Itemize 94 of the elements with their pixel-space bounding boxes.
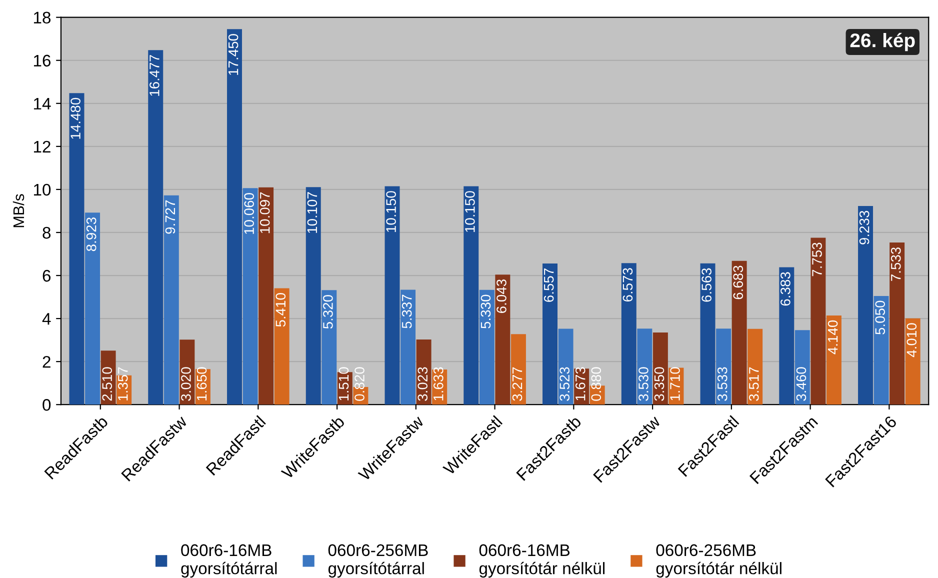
bar <box>464 186 479 405</box>
y-tick-label: 18 <box>34 12 51 24</box>
y-tick-label: 2 <box>42 356 50 368</box>
data-label: 6.683 <box>733 266 744 300</box>
data-label: 4.010 <box>906 323 917 358</box>
data-label: 10.097 <box>260 192 270 234</box>
bar <box>400 290 416 405</box>
data-label: 17.450 <box>228 34 238 75</box>
data-label: 14.480 <box>70 98 80 139</box>
bar <box>732 260 747 405</box>
y-tick-label: 10 <box>34 184 51 196</box>
bar <box>322 290 337 405</box>
y-tick-label: 6 <box>42 270 51 282</box>
bar <box>748 328 763 405</box>
bar <box>637 328 652 405</box>
data-label: 8.923 <box>86 218 96 252</box>
bar <box>905 318 920 405</box>
bar <box>621 263 636 405</box>
bar <box>242 188 258 405</box>
data-label: 5.410 <box>276 293 286 327</box>
data-label: 3.460 <box>796 367 806 401</box>
bar <box>542 264 558 405</box>
data-label: 7.533 <box>890 247 901 281</box>
data-label: 1.673 <box>575 367 586 400</box>
data-label: 5.330 <box>480 294 491 328</box>
bar <box>306 187 321 405</box>
bar <box>274 288 290 405</box>
y-tick-label: 14 <box>34 98 51 110</box>
legend-label: 060r6-256MB gyorsítótárral <box>328 544 428 578</box>
data-label: 1.633 <box>433 367 444 400</box>
bar <box>716 328 732 405</box>
data-label: 5.320 <box>323 294 333 329</box>
data-label: 5.050 <box>875 300 886 334</box>
data-label: 3.517 <box>748 367 759 401</box>
bar <box>700 263 716 405</box>
bar <box>416 340 432 405</box>
bar <box>69 93 84 405</box>
data-label: 3.533 <box>717 367 728 401</box>
y-axis-title: MB/s <box>12 194 24 228</box>
data-label: 4.140 <box>828 320 838 354</box>
bar <box>810 238 826 405</box>
data-label: 1.710 <box>670 367 680 400</box>
y-tick-label: 16 <box>34 54 51 67</box>
data-label: 1.510 <box>338 367 349 400</box>
data-label: 3.023 <box>418 367 428 401</box>
bar <box>826 316 842 405</box>
y-tick-label: 0 <box>42 399 51 411</box>
legend-label: 060r6-256MB gyorsítótár nélkül <box>656 544 782 578</box>
bar <box>85 212 100 405</box>
data-label: 5.337 <box>402 294 412 328</box>
bar <box>148 50 164 405</box>
data-label: 0.820 <box>354 367 364 401</box>
y-tick-label: 4 <box>42 313 51 325</box>
data-label: 10.060 <box>244 193 254 234</box>
data-label: 9.233 <box>859 210 870 244</box>
annotation: 26. kép <box>850 32 915 52</box>
bar <box>164 195 179 405</box>
bar <box>384 186 400 405</box>
bar <box>258 187 274 405</box>
data-label: 3.350 <box>654 367 664 401</box>
bar <box>794 330 810 405</box>
legend-label: 060r6-16MB gyorsítótár nélkül <box>479 544 605 578</box>
bar <box>858 206 874 405</box>
data-label: 3.020 <box>181 367 191 401</box>
data-label: 6.573 <box>622 268 633 302</box>
legend-label: 060r6-16MB gyorsítótárral <box>181 544 277 578</box>
data-label: 10.150 <box>465 191 475 232</box>
bar <box>479 290 494 405</box>
data-label: 3.277 <box>512 367 522 401</box>
data-label: 6.563 <box>702 268 712 302</box>
y-tick-label: 8 <box>42 226 51 239</box>
bar <box>779 267 794 405</box>
data-label: 0.880 <box>591 367 602 401</box>
data-label: 7.753 <box>812 242 822 276</box>
bar <box>510 334 526 405</box>
y-tick-label: 12 <box>34 140 50 152</box>
bar <box>652 332 668 405</box>
data-label: 6.383 <box>780 272 790 306</box>
bar <box>874 296 889 405</box>
data-label: 10.107 <box>307 192 318 233</box>
data-label: 3.530 <box>638 367 648 401</box>
data-label: 10.150 <box>386 191 396 232</box>
data-label: 16.477 <box>150 55 160 96</box>
data-label: 9.727 <box>165 200 176 234</box>
bar <box>495 274 510 405</box>
data-label: 6.557 <box>544 268 554 302</box>
data-label: 3.523 <box>560 367 570 401</box>
bar <box>227 29 242 405</box>
data-label: 1.357 <box>118 367 128 400</box>
data-label: 6.043 <box>496 280 506 313</box>
bar <box>558 328 574 405</box>
data-label: 2.510 <box>102 367 112 401</box>
bar <box>890 242 905 405</box>
data-label: 1.650 <box>196 367 207 400</box>
